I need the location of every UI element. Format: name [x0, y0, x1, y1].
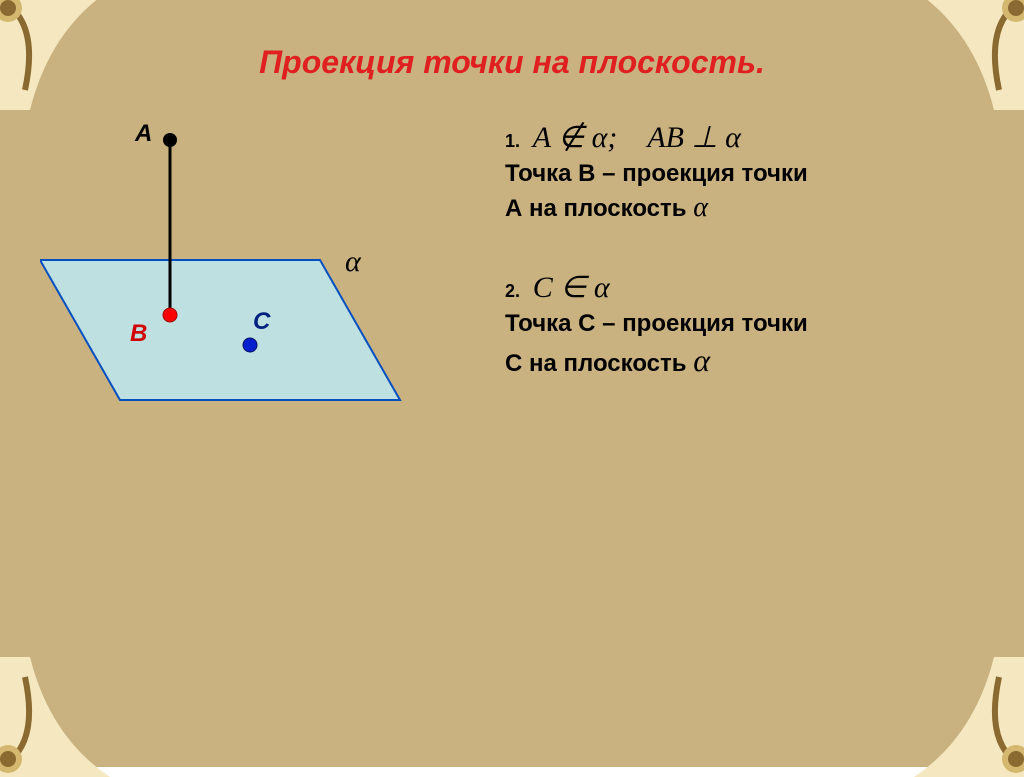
item1-math: A ∉ α; AB ⊥ α [533, 121, 741, 154]
point-a-dot [163, 133, 177, 147]
item2-header: 2. C ∈ α [505, 268, 985, 307]
point-a-label: А [135, 120, 152, 148]
item2-number: 2. [505, 281, 520, 301]
scroll-corner-bl [0, 657, 110, 777]
item1-text-b: А на плоскость α [505, 190, 985, 226]
point-c-dot [243, 338, 257, 352]
item2-text-a: Точка С – проекция точки [505, 308, 985, 339]
slide-title: Проекция точки на плоскость. [0, 44, 1024, 81]
point-c-label: С [253, 308, 270, 336]
item1-number: 1. [505, 131, 520, 151]
point-b-label: В [130, 320, 147, 348]
plane-alpha [40, 260, 400, 400]
item1-header: 1. A ∉ α; AB ⊥ α [505, 118, 985, 157]
plane-alpha-label: α [345, 245, 361, 279]
scroll-corner-br [914, 657, 1024, 777]
point-b-dot [163, 308, 177, 322]
item2-math: C ∈ α [533, 271, 610, 304]
projection-diagram: А В С α [40, 120, 460, 440]
item2-text-b: С на плоскость α [505, 340, 985, 382]
item1-text-a: Точка В – проекция точки [505, 158, 985, 189]
